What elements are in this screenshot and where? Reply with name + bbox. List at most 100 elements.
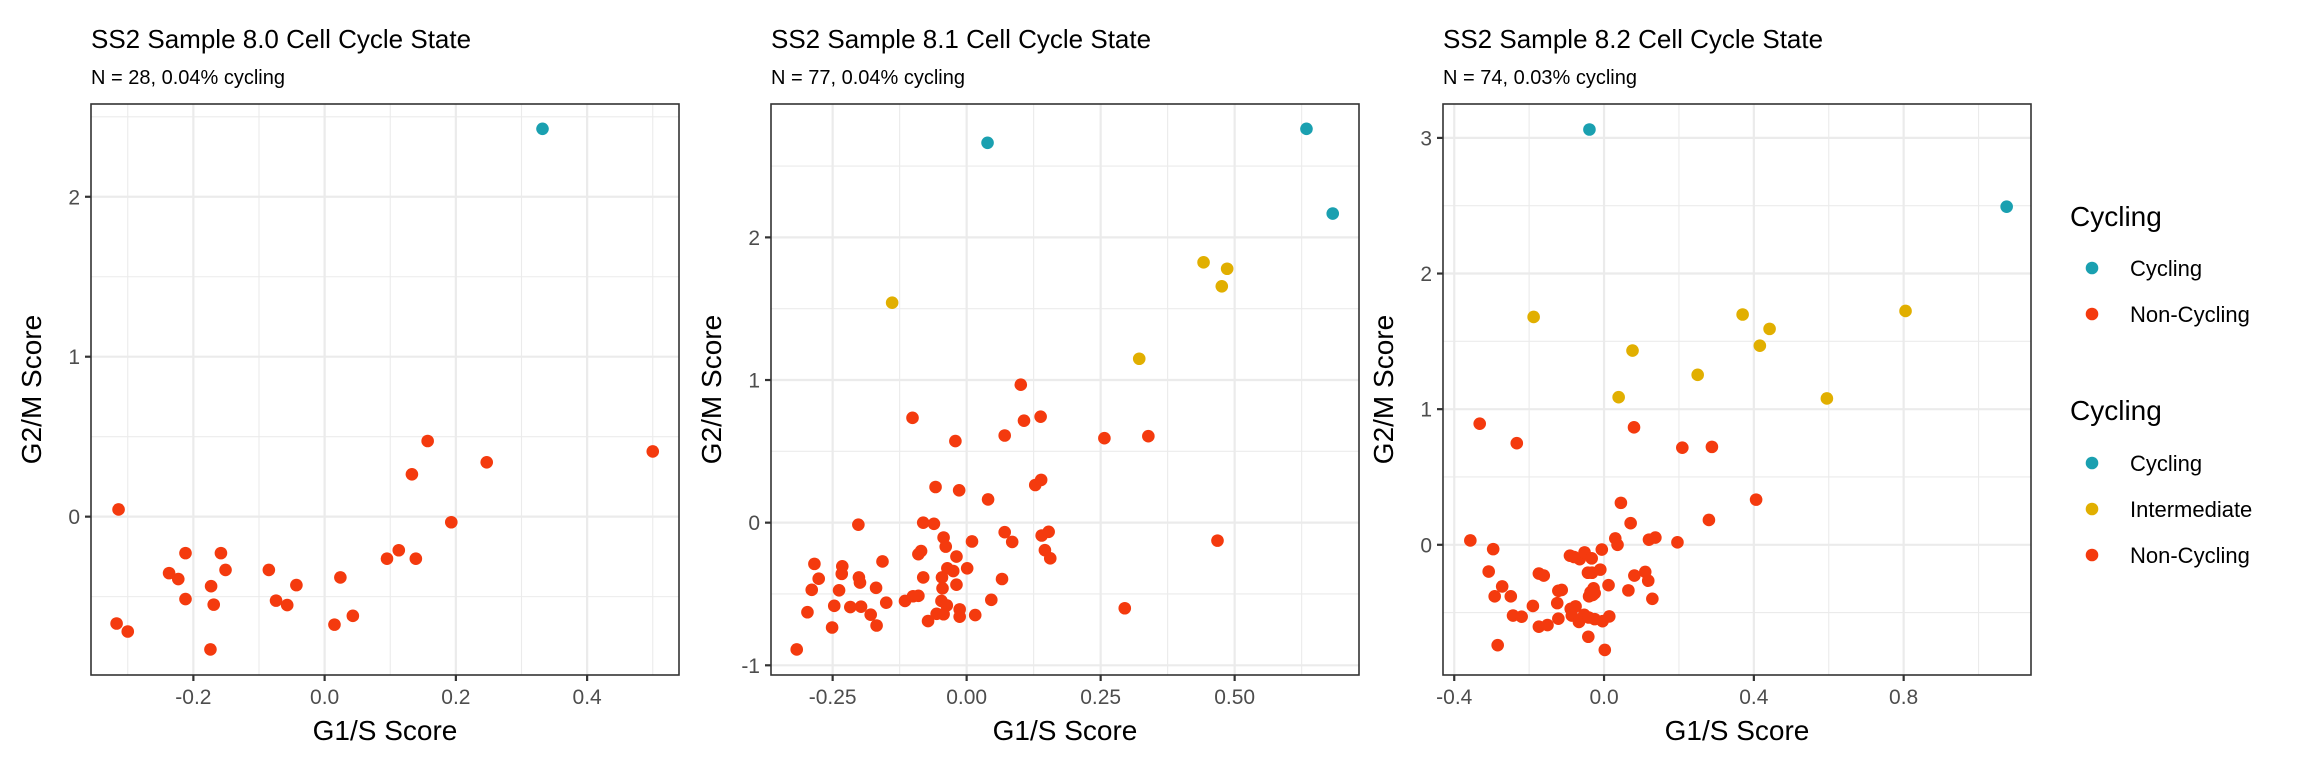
y-tick-label: 2 xyxy=(748,227,760,250)
x-axis: -0.2 0.0 0.2 0.4 xyxy=(175,675,602,709)
gridlines xyxy=(771,104,1359,675)
point-non-cycling xyxy=(1624,516,1637,530)
point-intermediate xyxy=(885,296,899,310)
point-non-cycling xyxy=(984,593,998,607)
point-non-cycling xyxy=(854,600,868,613)
point-non-cycling xyxy=(1586,588,1600,602)
legend-key-dot xyxy=(2085,307,2099,321)
x-tick-label: 0.2 xyxy=(441,686,470,709)
legend-key-dot xyxy=(2085,502,2099,516)
point-non-cycling xyxy=(952,483,966,497)
point-non-cycling xyxy=(1552,612,1565,626)
legend-title: Cycling xyxy=(2070,395,2162,426)
panel-sample-8-1: SS2 Sample 8.1 Cell Cycle State N = 77, … xyxy=(696,24,1360,746)
point-non-cycling xyxy=(790,643,804,656)
point-non-cycling xyxy=(844,600,857,614)
y-axis: 0 1 2 3 xyxy=(1420,127,1443,557)
point-non-cycling xyxy=(906,411,919,425)
point-non-cycling xyxy=(269,594,283,607)
x-tick-label: 0.8 xyxy=(1889,686,1918,709)
point-non-cycling xyxy=(916,571,930,584)
point-non-cycling xyxy=(1034,410,1047,423)
point-non-cycling xyxy=(808,557,821,571)
legend-item: Non-Cycling xyxy=(2085,543,2250,568)
point-non-cycling xyxy=(1495,580,1509,593)
x-tick-label: 0.0 xyxy=(310,686,339,709)
y-tick-label: 2 xyxy=(68,186,80,209)
point-non-cycling xyxy=(835,567,849,581)
point-non-cycling xyxy=(1749,493,1763,506)
point-intermediate xyxy=(1763,322,1776,336)
point-non-cycling xyxy=(204,643,217,656)
point-non-cycling xyxy=(912,589,925,603)
legend-cycling-3-level: Cycling Cycling Intermediate Non-Cycling xyxy=(2070,395,2252,568)
point-non-cycling xyxy=(1488,590,1501,603)
panel-title: SS2 Sample 8.0 Cell Cycle State xyxy=(91,24,471,54)
point-non-cycling xyxy=(1567,550,1581,564)
x-axis-title: G1/S Score xyxy=(1665,715,1810,746)
point-non-cycling xyxy=(801,605,814,619)
point-non-cycling xyxy=(1676,441,1689,454)
point-non-cycling xyxy=(981,493,995,506)
panel-title: SS2 Sample 8.1 Cell Cycle State xyxy=(771,24,1151,54)
point-non-cycling xyxy=(1593,563,1607,576)
point-cycling xyxy=(981,136,994,150)
gridlines xyxy=(1443,104,2031,675)
point-non-cycling xyxy=(869,581,883,595)
plot-frame xyxy=(1442,103,2032,676)
point-non-cycling xyxy=(921,614,935,628)
point-non-cycling xyxy=(405,467,419,481)
point-intermediate xyxy=(1220,262,1234,276)
point-intermediate xyxy=(1753,339,1767,352)
point-non-cycling xyxy=(1627,421,1641,434)
point-non-cycling xyxy=(852,518,865,531)
point-non-cycling xyxy=(968,608,982,622)
point-non-cycling xyxy=(950,578,963,592)
y-tick-label: 1 xyxy=(1420,399,1432,422)
point-non-cycling xyxy=(914,544,928,558)
gridlines xyxy=(91,104,679,675)
legend-item: Intermediate xyxy=(2085,497,2252,522)
legend-key-dot xyxy=(2085,261,2099,275)
y-axis: -1 0 1 2 xyxy=(741,227,771,678)
point-non-cycling xyxy=(280,598,294,612)
y-axis-title: G2/M Score xyxy=(696,315,727,464)
point-non-cycling xyxy=(1550,596,1564,610)
point-non-cycling xyxy=(1595,543,1609,556)
point-intermediate xyxy=(1691,368,1704,382)
point-non-cycling xyxy=(1464,534,1477,547)
y-tick-label: 0 xyxy=(748,512,760,535)
point-intermediate xyxy=(1215,279,1229,293)
point-non-cycling xyxy=(110,617,123,630)
x-tick-label: -0.2 xyxy=(175,686,211,709)
y-tick-label: 3 xyxy=(1420,127,1432,150)
point-non-cycling xyxy=(1614,496,1628,510)
point-non-cycling xyxy=(1142,429,1155,443)
point-non-cycling xyxy=(1510,436,1524,450)
point-non-cycling xyxy=(207,598,221,611)
point-non-cycling xyxy=(162,566,176,580)
point-non-cycling xyxy=(1649,531,1662,544)
point-non-cycling xyxy=(328,618,341,631)
x-tick-label: 0.4 xyxy=(1739,686,1769,709)
point-non-cycling xyxy=(825,621,839,634)
point-non-cycling xyxy=(998,525,1011,539)
legend-title: Cycling xyxy=(2070,201,2162,232)
point-non-cycling xyxy=(950,550,963,563)
x-axis: -0.25 0.00 0.25 0.50 xyxy=(809,675,1255,709)
y-tick-label: 0 xyxy=(1420,534,1432,557)
point-cycling xyxy=(1300,122,1313,136)
point-non-cycling xyxy=(219,563,232,577)
point-non-cycling xyxy=(827,599,841,613)
point-non-cycling xyxy=(960,562,974,575)
point-non-cycling xyxy=(1034,473,1048,487)
legend-key-dot xyxy=(2085,548,2099,562)
point-non-cycling xyxy=(1005,535,1019,549)
x-axis-title: G1/S Score xyxy=(313,715,458,746)
legend-item: Cycling xyxy=(2085,451,2202,476)
point-intermediate xyxy=(1820,392,1834,405)
panel-subtitle: N = 77, 0.04% cycling xyxy=(771,67,965,89)
point-non-cycling xyxy=(1572,615,1586,629)
point-non-cycling xyxy=(1611,538,1624,552)
